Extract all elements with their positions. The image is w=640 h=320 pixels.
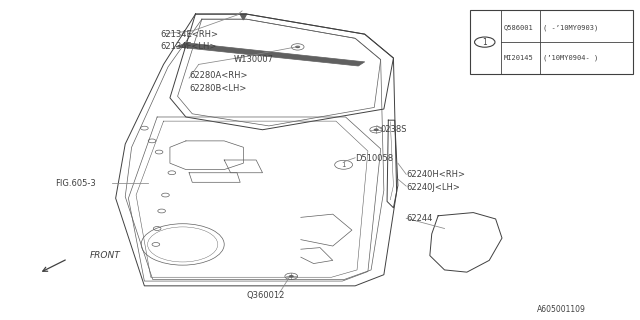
Circle shape xyxy=(289,275,294,277)
Text: A605001109: A605001109 xyxy=(537,305,586,314)
Text: ( -’10MY0903): ( -’10MY0903) xyxy=(543,24,598,31)
Circle shape xyxy=(295,46,300,48)
Text: 62240H<RH>: 62240H<RH> xyxy=(406,170,465,179)
Text: Q360012: Q360012 xyxy=(246,291,285,300)
Text: 62134E<RH>: 62134E<RH> xyxy=(161,30,218,39)
Text: 62134F<LH>: 62134F<LH> xyxy=(161,42,217,52)
Text: 62240J<LH>: 62240J<LH> xyxy=(406,183,460,192)
Text: 1: 1 xyxy=(341,162,346,168)
Text: 62280A<RH>: 62280A<RH> xyxy=(189,71,248,80)
Text: (’10MY0904- ): (’10MY0904- ) xyxy=(543,55,598,61)
Polygon shape xyxy=(240,14,246,20)
Text: D510058: D510058 xyxy=(355,154,393,163)
Text: 62280B<LH>: 62280B<LH> xyxy=(189,84,246,93)
Text: FIG.605-3: FIG.605-3 xyxy=(55,180,96,188)
Text: 1: 1 xyxy=(483,38,487,47)
Text: Q586001: Q586001 xyxy=(503,24,533,30)
Bar xyxy=(470,10,633,74)
Text: 62244: 62244 xyxy=(406,214,433,223)
Polygon shape xyxy=(176,43,365,66)
Text: 0238S: 0238S xyxy=(381,125,407,134)
Text: FRONT: FRONT xyxy=(90,252,121,260)
Text: MI20145: MI20145 xyxy=(503,55,533,61)
Text: W130007: W130007 xyxy=(234,55,274,64)
Circle shape xyxy=(374,128,379,131)
